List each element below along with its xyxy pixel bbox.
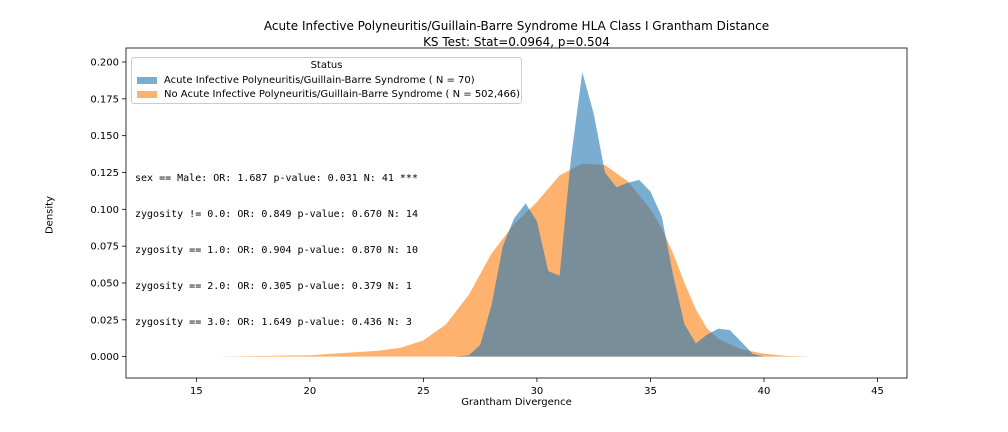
x-tick-label: 35: [644, 386, 657, 397]
annotation-line: zygosity == 2.0: OR: 0.305 p-value: 0.37…: [135, 281, 412, 292]
stats-annotation: sex == Male: OR: 1.687 p-value: 0.031 N:…: [135, 149, 418, 341]
legend-label-control: No Acute Infective Polyneuritis/Guillain…: [164, 88, 521, 100]
y-tick-label: 0.075: [90, 242, 119, 253]
y-tick-label: 0.125: [90, 168, 119, 179]
y-tick-label: 0.050: [90, 278, 119, 289]
density-areas: [160, 72, 873, 357]
density-area-case: [455, 72, 771, 357]
x-tick-label: 45: [871, 386, 884, 397]
annotation-line: sex == Male: OR: 1.687 p-value: 0.031 N:…: [135, 173, 418, 184]
y-tick-label: 0.000: [90, 352, 119, 363]
x-tick-label: 20: [304, 386, 317, 397]
x-tick-label: 30: [531, 386, 544, 397]
legend: Status Acute Infective Polyneuritis/Guil…: [131, 57, 522, 104]
x-tick-label: 40: [758, 386, 771, 397]
legend-label-case: Acute Infective Polyneuritis/Guillain-Ba…: [164, 74, 475, 86]
legend-title: Status: [310, 60, 343, 71]
x-axis-ticks: 15 20 25 30 35 40 45: [190, 378, 884, 397]
y-tick-label: 0.025: [90, 315, 119, 326]
y-tick-label: 0.175: [90, 94, 119, 105]
y-tick-label: 0.150: [90, 131, 119, 142]
y-axis-ticks: 0.000 0.025 0.050 0.075 0.100 0.125 0.150 0.175…: [90, 57, 126, 363]
y-tick-label: 0.100: [90, 205, 119, 216]
chart-title: Acute Infective Polyneuritis/Guillain-Ba…: [263, 19, 770, 33]
annotation-line: zygosity != 0.0: OR: 0.849 p-value: 0.67…: [135, 209, 418, 220]
legend-swatch-case: [137, 76, 157, 84]
y-axis-label: Density: [44, 195, 56, 235]
annotation-line: zygosity == 1.0: OR: 0.904 p-value: 0.87…: [135, 245, 418, 256]
x-tick-label: 25: [417, 386, 430, 397]
x-tick-label: 15: [190, 386, 203, 397]
chart-subtitle: KS Test: Stat=0.0964, p=0.504: [423, 35, 610, 49]
x-axis-label: Grantham Divergence: [461, 397, 572, 408]
annotation-line: zygosity == 3.0: OR: 1.649 p-value: 0.43…: [135, 317, 412, 328]
legend-item-control: No Acute Infective Polyneuritis/Guillain…: [137, 87, 521, 101]
y-tick-label: 0.200: [90, 57, 119, 68]
legend-item-case: Acute Infective Polyneuritis/Guillain-Ba…: [137, 73, 521, 87]
plot-frame: [125, 47, 908, 379]
legend-swatch-control: [137, 90, 157, 98]
